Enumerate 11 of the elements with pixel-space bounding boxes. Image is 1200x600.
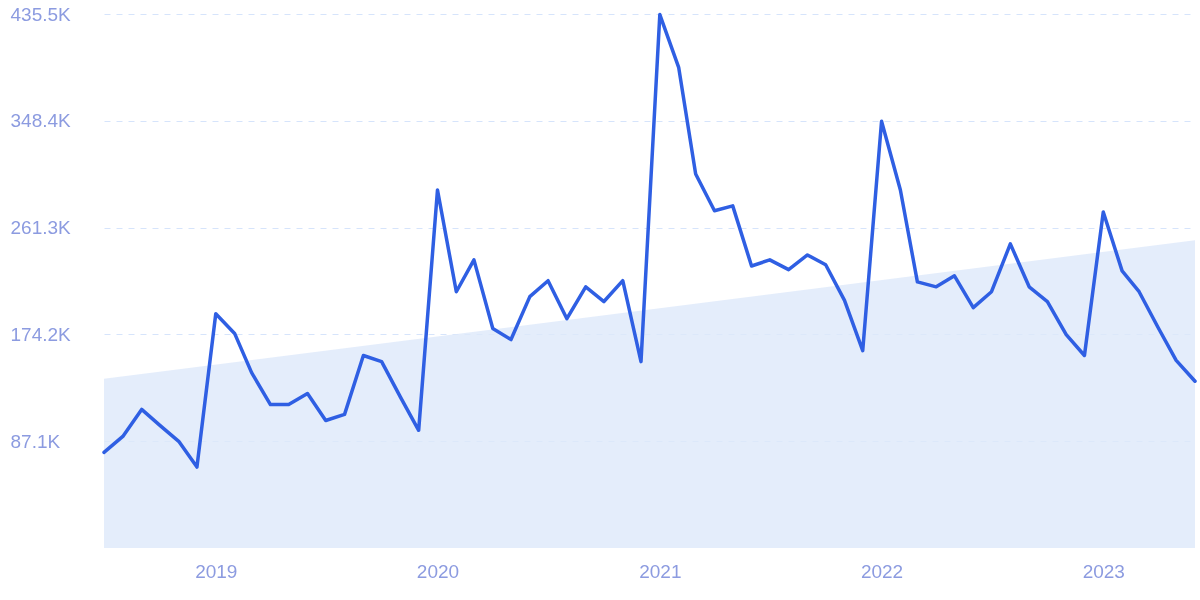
x-tick-label: 2020 (416, 560, 460, 582)
y-tick-label: 87.1K (10, 430, 61, 452)
y-tick-label: 435.5K (10, 3, 72, 25)
x-tick-label: 2021 (639, 560, 682, 582)
x-tick-label: 2019 (195, 560, 238, 582)
x-tick-label: 2022 (860, 560, 904, 582)
x-tick-label: 2023 (1082, 560, 1125, 582)
y-tick-label: 348.4K (10, 110, 72, 132)
line-series (102, 12, 1197, 469)
y-tick-label: 174.2K (10, 323, 72, 345)
y-tick-label: 261.3K (10, 217, 72, 239)
